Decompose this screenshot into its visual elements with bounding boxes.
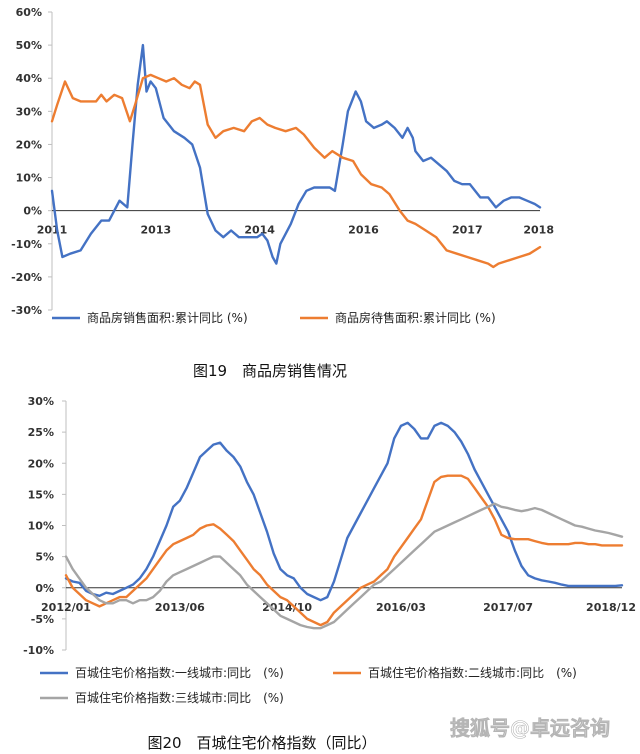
y-tick-label: 0% bbox=[35, 582, 54, 595]
caption-figure-20: 图20 百城住宅价格指数（同比） bbox=[147, 734, 376, 752]
y-tick-label: 25% bbox=[28, 426, 54, 439]
series-line-1 bbox=[50, 43, 542, 265]
y-tick-label: 10% bbox=[28, 520, 54, 533]
legend-label-1: 百城住宅价格指数:一线城市:同比 (%) bbox=[75, 665, 284, 680]
x-tick-label: 2012/01 bbox=[41, 601, 91, 614]
legend-label-1: 商品房销售面积:累计同比 (%) bbox=[87, 310, 248, 325]
y-tick-label: 60% bbox=[16, 6, 42, 19]
series-line-2 bbox=[64, 474, 624, 627]
y-tick-label: 20% bbox=[28, 457, 54, 470]
x-tick-label: 2014 bbox=[244, 224, 275, 237]
y-tick-label: 15% bbox=[28, 488, 54, 501]
y-tick-label: -10% bbox=[11, 238, 42, 251]
legend-label-2: 百城住宅价格指数:二线城市:同比 (%) bbox=[368, 665, 577, 680]
y-tick-label: -10% bbox=[23, 644, 54, 657]
chart-price-index: 30% 25% 20% 15% 10% 5% 0% -5% -10% 2012/01 2013/06… bbox=[23, 395, 636, 705]
caption-figure-19: 图19 商品房销售情况 bbox=[193, 362, 347, 380]
series-line-2 bbox=[50, 73, 542, 269]
y-tick-label: 10% bbox=[16, 172, 42, 185]
y-tick-label: 40% bbox=[16, 72, 42, 85]
legend-label-3: 百城住宅价格指数:三线城市:同比 (%) bbox=[75, 690, 284, 705]
y-tick-label: -20% bbox=[11, 271, 42, 284]
x-tick-label: 2018 bbox=[523, 224, 554, 237]
x-tick-label: 2016 bbox=[348, 224, 379, 237]
legend-label-2: 商品房待售面积:累计同比 (%) bbox=[335, 310, 496, 325]
watermark-text: 搜狐号@卓远咨询 bbox=[450, 716, 610, 740]
y-tick-label: 5% bbox=[35, 551, 54, 564]
y-tick-label: 50% bbox=[16, 39, 42, 52]
x-tick-label: 2013 bbox=[141, 224, 172, 237]
series-line-1 bbox=[64, 421, 624, 602]
x-tick-label: 2011 bbox=[37, 224, 68, 237]
chart-sales: 60% 50% 40% 30% 20% 10% 0% -10% -20% -30% 2011 2013… bbox=[11, 6, 554, 325]
x-tick-label: 2017/07 bbox=[483, 601, 533, 614]
y-tick-label: 0% bbox=[23, 205, 42, 218]
x-tick-label: 2013/06 bbox=[155, 601, 205, 614]
x-tick-label: 2018/12 bbox=[586, 601, 636, 614]
x-tick-label: 2017 bbox=[452, 224, 483, 237]
y-tick-label: 30% bbox=[16, 105, 42, 118]
y-tick-label: 30% bbox=[28, 395, 54, 408]
y-tick-label: 20% bbox=[16, 138, 42, 151]
x-tick-label: 2016/03 bbox=[376, 601, 426, 614]
series-line-3 bbox=[64, 502, 624, 630]
y-tick-label: -30% bbox=[11, 304, 42, 317]
y-tick-label: -5% bbox=[31, 613, 54, 626]
